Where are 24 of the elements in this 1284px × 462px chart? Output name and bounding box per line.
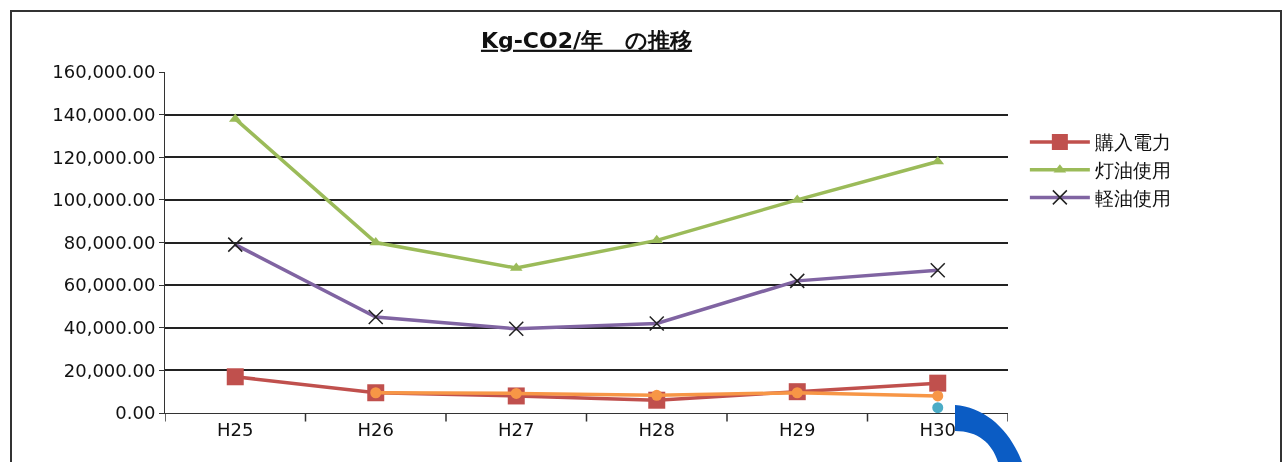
point [650, 234, 664, 244]
x-tick-label: H27 [498, 418, 535, 440]
point [932, 402, 944, 414]
x-tick-label: H25 [217, 418, 254, 440]
x-tick-label: H30 [919, 418, 956, 440]
legend-label: 購入電力 [1094, 131, 1171, 154]
y-tick-label: 120,000.00 [52, 146, 156, 168]
legend-label: 軽油使用 [1094, 186, 1171, 209]
y-tick-label: 80,000.00 [63, 231, 156, 253]
chart-title: Kg-CO2/年 の推移 [480, 27, 693, 53]
y-tick-label: 140,000.00 [52, 103, 156, 125]
y-tick-label: 40,000.00 [63, 317, 156, 339]
point [929, 374, 947, 392]
legend-label: 灯油使用 [1094, 159, 1171, 182]
x-tick-label: H28 [638, 418, 675, 440]
x-tick-label: H26 [357, 418, 394, 440]
y-tick-label: 160,000.00 [52, 61, 156, 83]
point [932, 390, 944, 402]
y-tick-label: 0.00 [115, 402, 156, 424]
x-tick-label: H29 [779, 418, 816, 440]
point [226, 368, 244, 386]
y-tick-label: 60,000.00 [63, 274, 156, 296]
y-tick-label: 100,000.00 [52, 189, 156, 211]
y-tick-label: 20,000.00 [63, 359, 156, 381]
